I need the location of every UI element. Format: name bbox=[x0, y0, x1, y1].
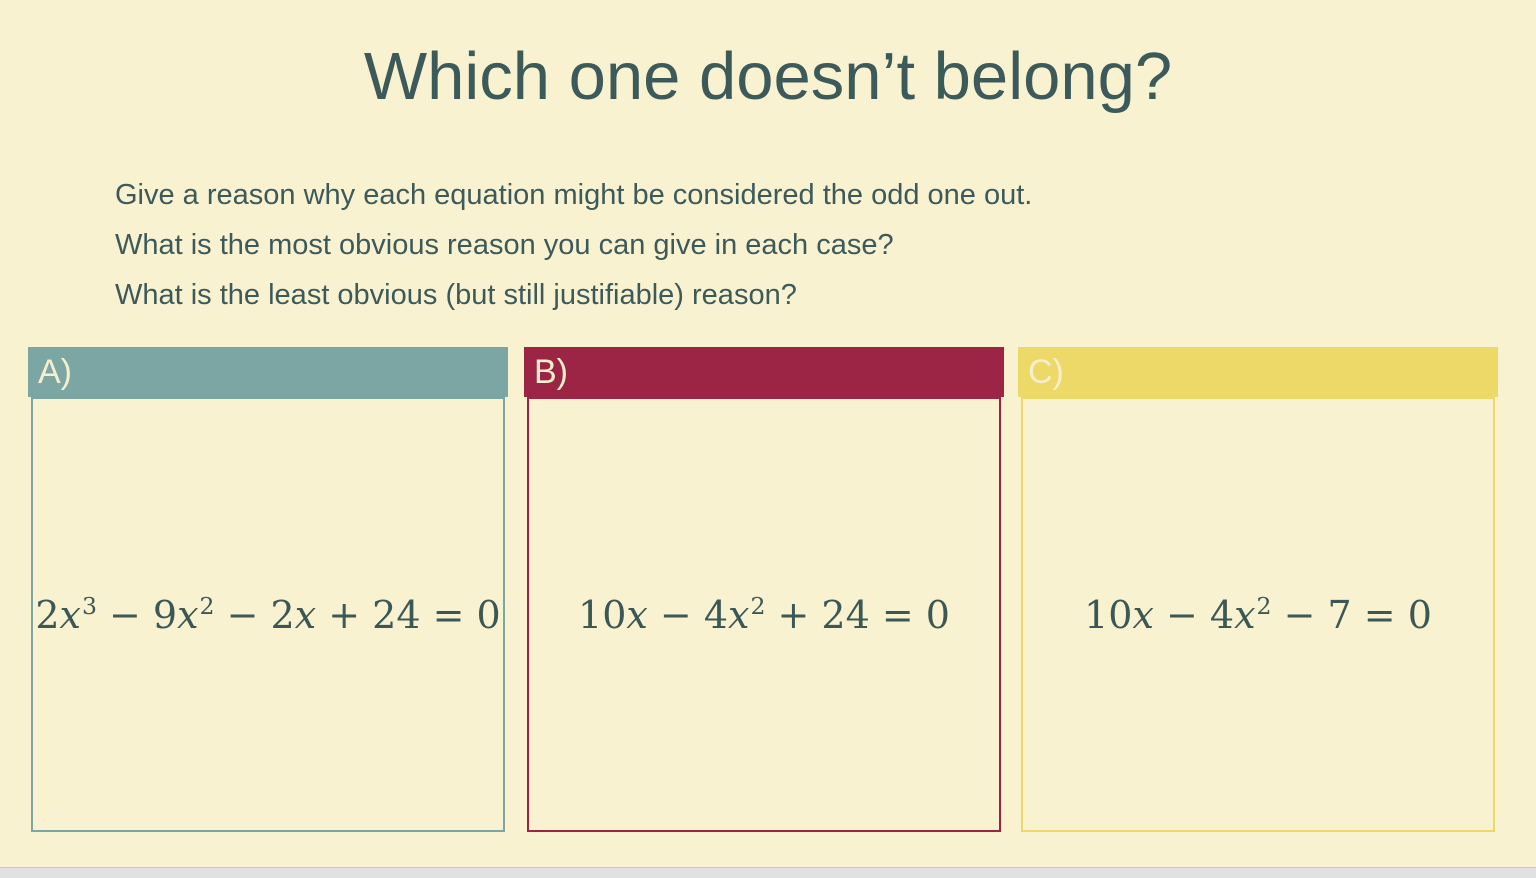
card-b-header: B) bbox=[524, 347, 1004, 397]
prompt-line-1: Give a reason why each equation might be… bbox=[115, 179, 1033, 211]
window-bottom-edge bbox=[0, 867, 1536, 878]
prompt-line-2: What is the most obvious reason you can … bbox=[115, 229, 894, 261]
card-a-header: A) bbox=[28, 347, 508, 397]
card-c-header: C) bbox=[1018, 347, 1498, 397]
card-c-equation: 10x − 4x2 − 7 = 0 bbox=[1084, 591, 1432, 637]
card-b-equation: 10x − 4x2 + 24 = 0 bbox=[578, 591, 950, 637]
prompt-line-3: What is the least obvious (but still jus… bbox=[115, 279, 797, 311]
slide-title: Which one doesn’t belong? bbox=[363, 39, 1173, 114]
card-a-equation: 2x3 − 9x2 − 2x + 24 = 0 bbox=[35, 591, 501, 637]
card-c-body: 10x − 4x2 − 7 = 0 bbox=[1021, 397, 1495, 832]
card-b-label: B) bbox=[534, 352, 568, 391]
card-c: C) 10x − 4x2 − 7 = 0 bbox=[1018, 347, 1498, 832]
card-b-body: 10x − 4x2 + 24 = 0 bbox=[527, 397, 1001, 832]
card-a: A) 2x3 − 9x2 − 2x + 24 = 0 bbox=[28, 347, 508, 832]
card-a-label: A) bbox=[38, 352, 72, 391]
card-c-label: C) bbox=[1028, 352, 1064, 391]
card-a-body: 2x3 − 9x2 − 2x + 24 = 0 bbox=[31, 397, 505, 832]
prompt-block: Give a reason why each equation might be… bbox=[115, 170, 1476, 320]
card-b: B) 10x − 4x2 + 24 = 0 bbox=[524, 347, 1004, 832]
